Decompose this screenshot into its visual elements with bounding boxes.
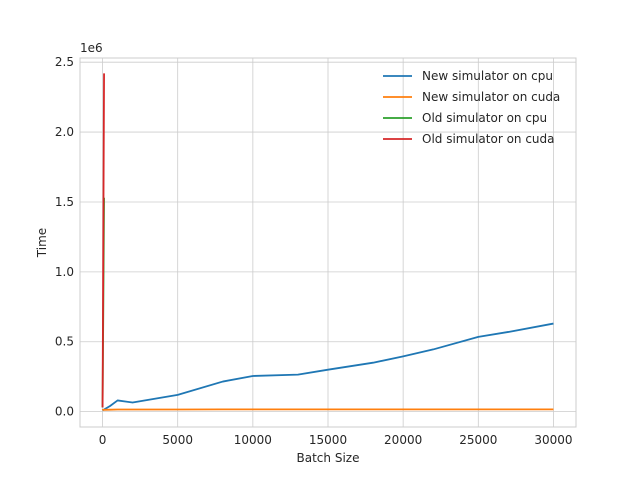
x-tick-label: 5000 — [162, 433, 193, 447]
legend-label: Old simulator on cpu — [422, 111, 547, 125]
plot-frame — [79, 57, 577, 428]
legend-label: New simulator on cuda — [422, 90, 560, 104]
y-tick-label: 0.5 — [55, 335, 74, 349]
y-axis-ticks: 0.0 0.5 1.0 1.5 2.0 2.5 — [55, 55, 74, 418]
y-tick-label: 2.5 — [55, 55, 74, 69]
series-lines — [101, 73, 554, 412]
x-tick-label: 25000 — [459, 433, 497, 447]
x-tick-label: 30000 — [534, 433, 572, 447]
x-axis-label: Batch Size — [297, 451, 360, 465]
y-tick-label: 2.0 — [55, 125, 74, 139]
legend: New simulator on cpu New simulator on cud… — [383, 69, 560, 146]
x-axis-ticks: 0 5000 10000 15000 20000 25000 30000 — [99, 433, 573, 447]
y-tick-label: 1.0 — [55, 265, 74, 279]
grid — [80, 58, 576, 427]
x-tick-label: 10000 — [234, 433, 272, 447]
x-tick-label: 15000 — [309, 433, 347, 447]
legend-label: New simulator on cpu — [422, 69, 553, 83]
series-line-4 — [101, 73, 105, 408]
y-axis-label: Time — [35, 228, 49, 258]
series-line-1 — [101, 322, 554, 412]
y-tick-label: 1.5 — [55, 195, 74, 209]
y-tick-label: 0.0 — [55, 405, 74, 419]
x-tick-label: 0 — [99, 433, 107, 447]
y-axis-offset-text: 1e6 — [80, 41, 103, 55]
series-line-2 — [101, 408, 554, 411]
x-tick-label: 20000 — [384, 433, 422, 447]
legend-label: Old simulator on cuda — [422, 132, 555, 146]
